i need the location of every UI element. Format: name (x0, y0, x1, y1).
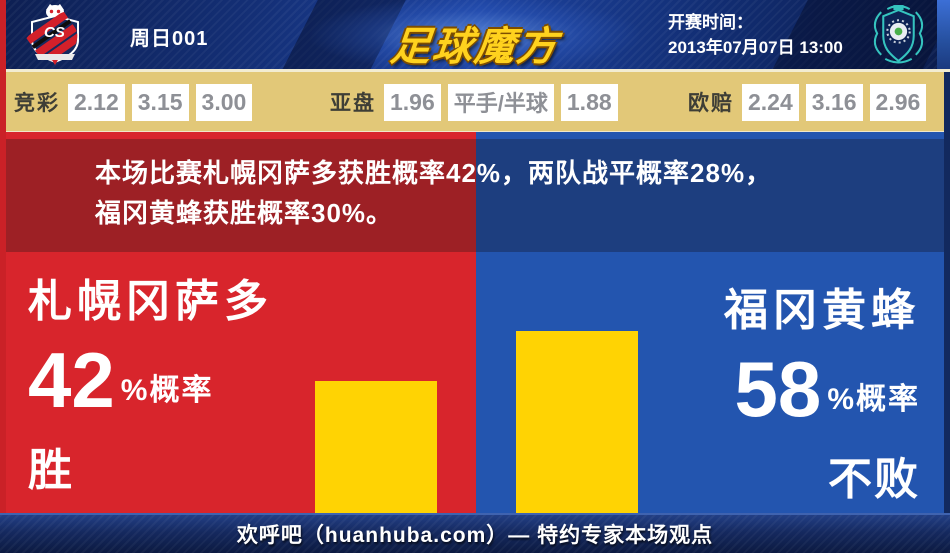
right-edge-strip (944, 72, 950, 513)
home-probability-bar (315, 381, 437, 513)
kickoff-datetime: 2013年07月07日 13:00 (668, 38, 843, 57)
summary-line-1: 本场比赛札幌冈萨多获胜概率42%，两队战平概率28%， (95, 158, 773, 188)
kickoff-label: 开赛时间： (668, 13, 753, 32)
summary-line-2: 福冈黄蜂获胜概率30%。 (95, 198, 394, 228)
away-outcome-label: 不败 (828, 454, 920, 504)
home-team-crest-icon: CS (22, 3, 88, 69)
summary-banner-blue (476, 139, 944, 252)
home-probability-row: 42 %概率 (28, 336, 338, 424)
odds-value-box: 2.24 (742, 83, 799, 121)
away-probability-value: 58 (734, 345, 822, 433)
away-probability-row: 58 %概率 (610, 345, 920, 433)
odds-group-jingcai: 竞彩 2.12 3.15 3.00 (14, 72, 259, 132)
home-probability-suffix: %概率 (120, 373, 214, 407)
away-probability-bar (516, 331, 638, 513)
brand-logo: 足球魔方 (388, 25, 561, 69)
odds-group-label: 亚盘 (330, 92, 376, 115)
home-probability-value: 42 (28, 336, 115, 424)
match-header: CS 周日001 足球魔方 开赛时间： 2013年07月07日 13:00 (0, 0, 950, 69)
match-code-label: 周日001 (130, 28, 209, 50)
odds-value-box: 1.96 (384, 83, 441, 121)
footer-bar: 欢呼吧（huanhuba.com）— 特约专家本场观点 (0, 513, 950, 553)
home-team-name: 札幌冈萨多 (28, 277, 273, 326)
odds-group-yapan: 亚盘 1.96 平手/半球 1.88 (330, 72, 625, 132)
odds-value-box: 2.96 (869, 83, 927, 121)
odds-value-box: 3.00 (195, 83, 253, 121)
svg-text:CS: CS (44, 24, 65, 41)
summary-banner-red (6, 139, 476, 252)
odds-group-label: 欧赔 (688, 92, 734, 115)
left-edge-strip (0, 0, 6, 513)
odds-group-label: 竞彩 (14, 92, 60, 115)
odds-bar: 竞彩 2.12 3.15 3.00 亚盘 1.96 平手/半球 1.88 欧赔 … (0, 72, 950, 132)
prediction-area: 本场比赛札幌冈萨多获胜概率42%，两队战平概率28%， 福冈黄蜂获胜概率30%。… (0, 132, 950, 513)
odds-value-box: 3.15 (131, 83, 189, 121)
footer-text: 欢呼吧（huanhuba.com）— 特约专家本场观点 (236, 524, 714, 547)
summary-text: 本场比赛札幌冈萨多获胜概率42%，两队战平概率28%， 福冈黄蜂获胜概率30%。 (95, 153, 772, 233)
away-panel: 福冈黄蜂 58 %概率 不败 (610, 274, 920, 507)
odds-value-box: 3.16 (805, 83, 863, 121)
header-right-band (937, 0, 950, 69)
odds-value-box: 2.12 (68, 83, 125, 121)
kickoff-time-block: 开赛时间： 2013年07月07日 13:00 (668, 10, 843, 60)
home-panel: 札幌冈萨多 42 %概率 胜 (28, 265, 338, 498)
odds-value-box: 1.88 (560, 83, 618, 121)
away-probability-suffix: %概率 (827, 382, 920, 416)
header-divider (0, 69, 950, 72)
away-team-crest-icon (867, 3, 930, 69)
odds-group-oupei: 欧赔 2.24 3.16 2.96 (688, 72, 933, 132)
logo-glow (310, 0, 640, 69)
odds-handicap-box: 平手/半球 (447, 83, 554, 121)
away-team-name: 福冈黄蜂 (724, 286, 920, 335)
home-outcome-label: 胜 (28, 445, 74, 495)
